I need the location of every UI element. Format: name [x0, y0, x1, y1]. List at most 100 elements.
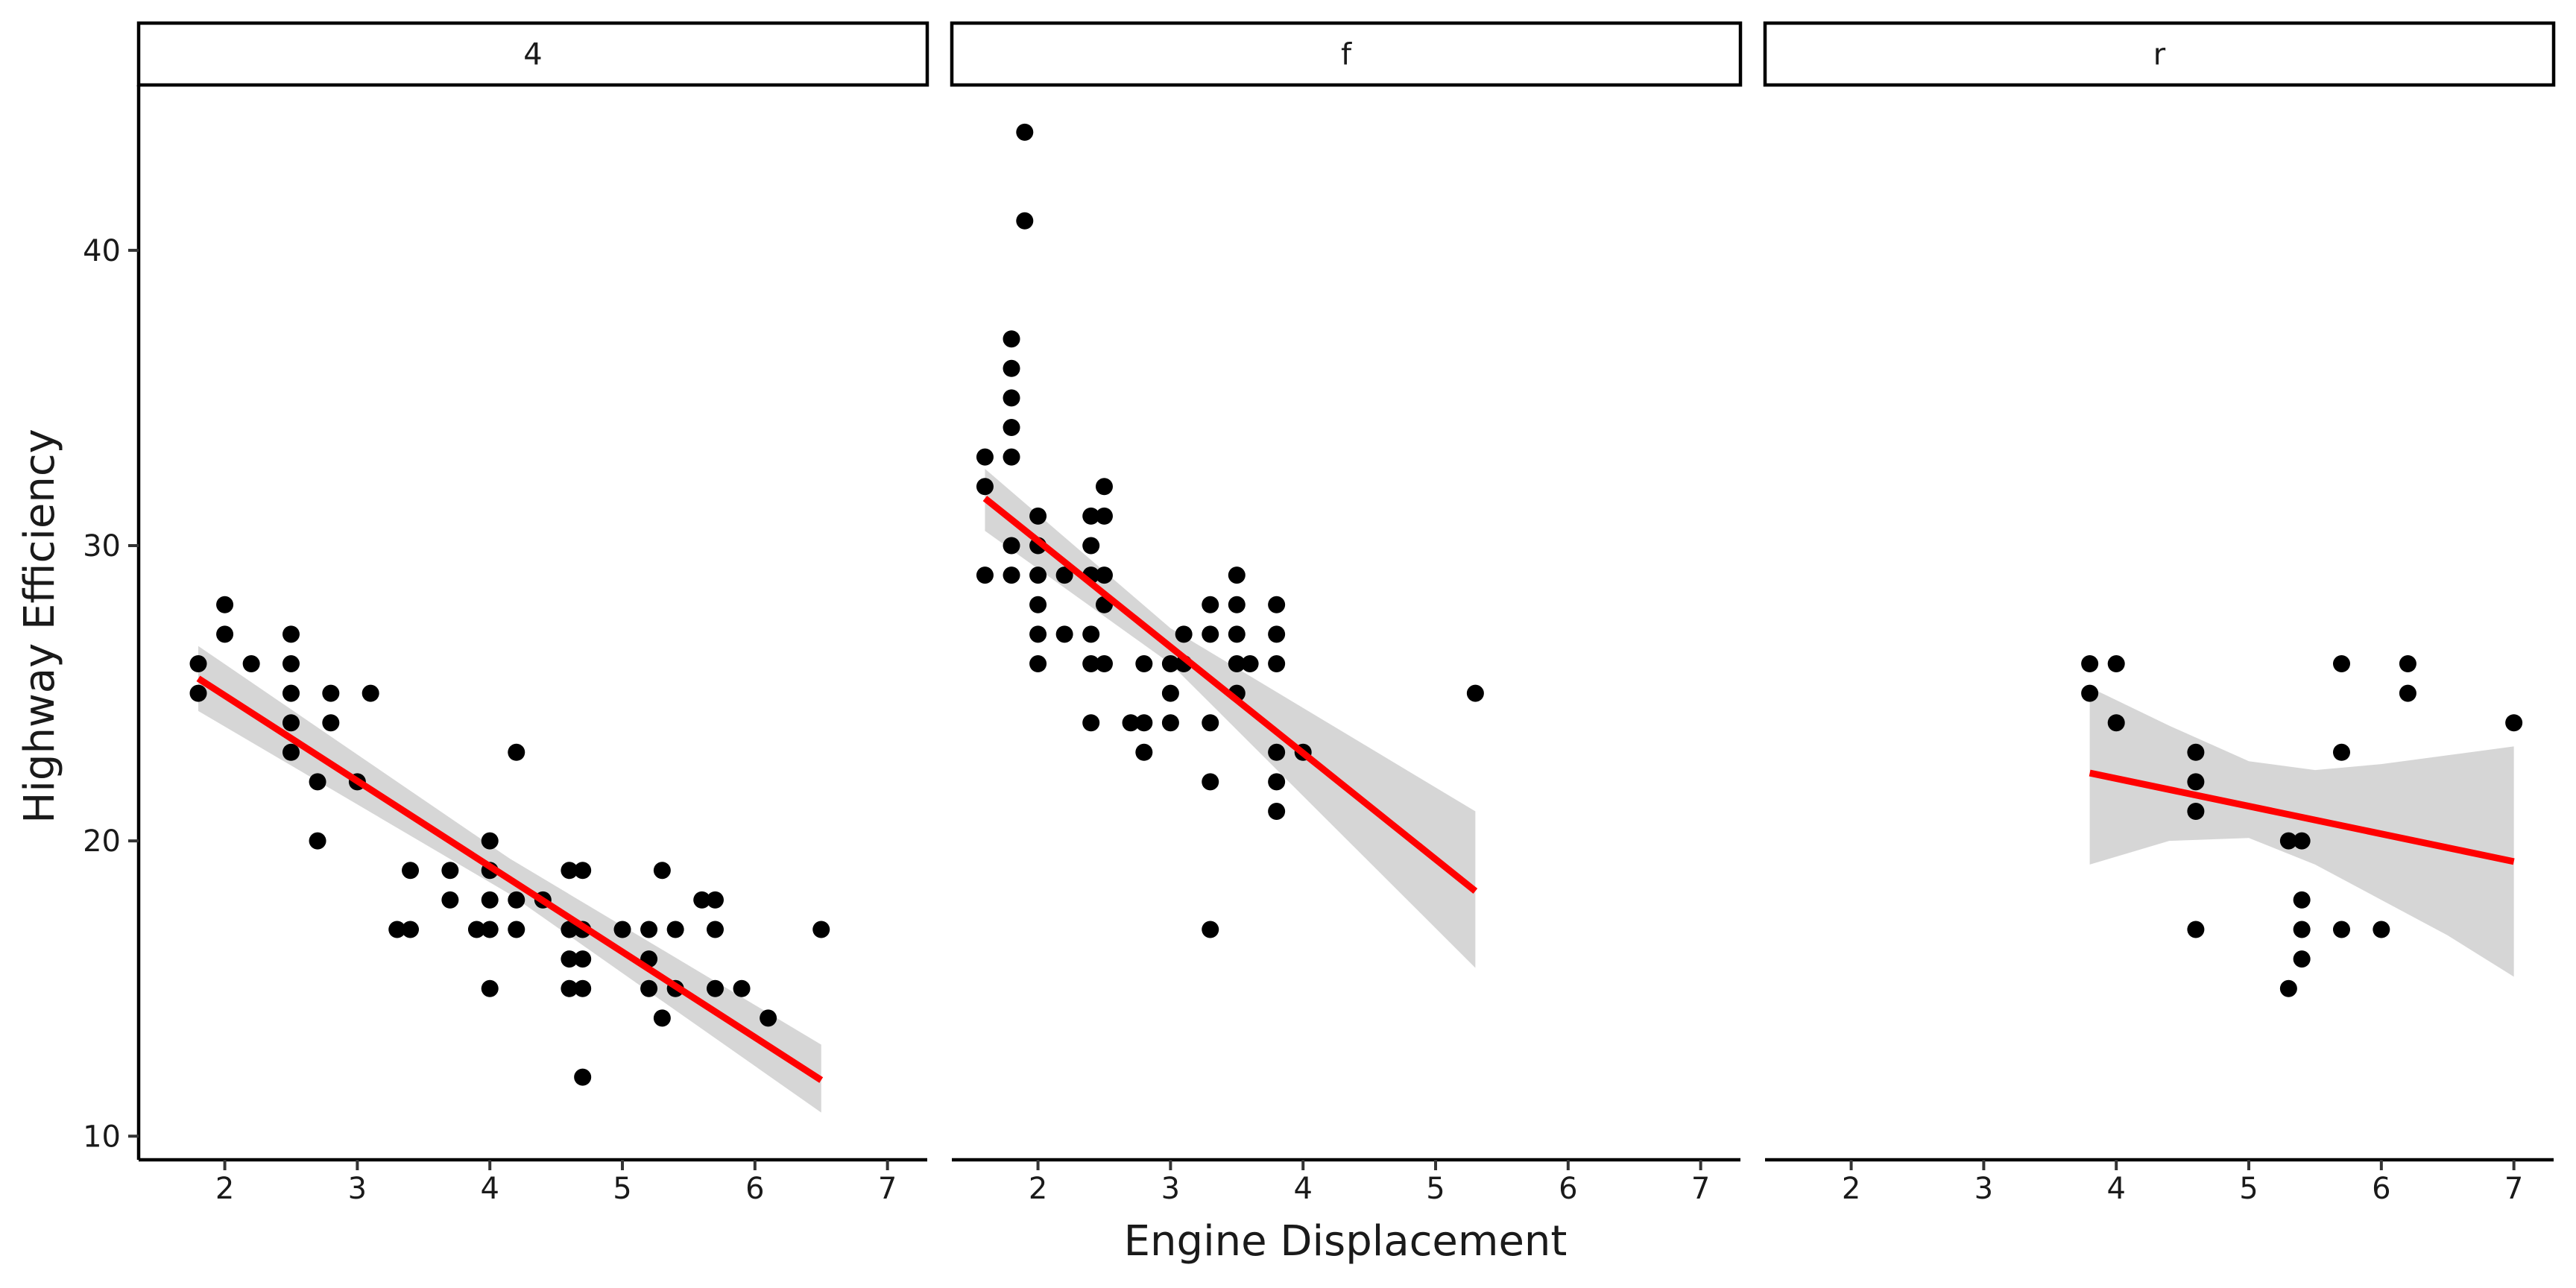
y-tick-label: 40 — [83, 234, 121, 268]
data-point — [2293, 891, 2311, 909]
x-tick-label: 7 — [1691, 1172, 1710, 1206]
data-point — [561, 979, 578, 997]
data-point — [1241, 654, 1259, 672]
regression-line — [196, 675, 824, 1083]
x-tick-label: 3 — [1161, 1172, 1180, 1206]
data-point — [2399, 684, 2416, 702]
data-point — [640, 921, 658, 938]
data-point — [467, 921, 485, 938]
x-tick-label: 5 — [1426, 1172, 1445, 1206]
data-point — [1135, 714, 1153, 732]
data-point — [362, 684, 379, 702]
data-point — [1268, 654, 1286, 672]
data-point — [1095, 478, 1113, 496]
data-point — [1228, 596, 1246, 613]
data-point — [2279, 979, 2297, 997]
data-point — [1268, 773, 1286, 791]
data-point — [1268, 743, 1286, 761]
data-point — [2081, 684, 2099, 702]
data-point — [1003, 419, 1020, 437]
facet-strip — [136, 21, 929, 87]
x-tick-label: 7 — [2504, 1172, 2523, 1206]
data-point — [508, 891, 525, 909]
data-point — [1016, 123, 1034, 141]
x-tick-label: 3 — [1974, 1172, 1993, 1206]
data-point — [1228, 566, 1246, 584]
confidence-band — [985, 469, 1476, 968]
x-tick-label: 3 — [348, 1172, 367, 1206]
data-point — [441, 862, 459, 880]
data-point — [2505, 714, 2523, 732]
data-point — [1161, 714, 1179, 732]
data-point — [242, 654, 260, 672]
data-point — [2293, 950, 2311, 968]
x-tick-label: 7 — [878, 1172, 897, 1206]
data-point — [1029, 507, 1047, 525]
data-point — [976, 478, 994, 496]
data-point — [1268, 803, 1286, 821]
x-tick-label: 6 — [745, 1172, 764, 1206]
data-point — [1268, 625, 1286, 643]
x-tick-label: 6 — [2372, 1172, 2390, 1206]
data-point — [1202, 625, 1219, 643]
data-point — [216, 625, 234, 643]
x-tick-label: 4 — [480, 1172, 499, 1206]
data-point — [189, 684, 207, 702]
data-point — [1202, 714, 1219, 732]
data-point — [388, 921, 406, 938]
y-tick-label: 10 — [83, 1120, 121, 1154]
data-point — [613, 921, 631, 938]
data-point — [1095, 507, 1113, 525]
regression-line — [982, 496, 1478, 894]
data-point — [1228, 625, 1246, 643]
x-tick-label: 5 — [2239, 1172, 2258, 1206]
data-point — [2332, 743, 2350, 761]
data-point — [2187, 773, 2205, 791]
facet-panels: 4 2 3 4 5 6 7 10 20 30 40 f 2 3 4 5 6 7 r 2 3 4 5 6 7 — [83, 21, 2556, 1206]
data-point — [282, 684, 300, 702]
data-point — [1095, 654, 1113, 672]
data-point — [1202, 596, 1219, 613]
x-tick-label: 5 — [613, 1172, 631, 1206]
data-point — [2293, 921, 2311, 938]
data-point — [574, 979, 592, 997]
data-point — [561, 862, 578, 880]
data-point — [640, 979, 658, 997]
data-point — [1003, 389, 1020, 407]
data-point — [561, 921, 578, 938]
data-point — [653, 1009, 671, 1027]
data-point — [1135, 654, 1153, 672]
data-point — [1135, 743, 1153, 761]
data-point — [309, 773, 326, 791]
data-point — [1029, 596, 1047, 613]
data-point — [666, 921, 684, 938]
data-point — [1268, 596, 1286, 613]
data-point — [282, 625, 300, 643]
data-point — [653, 862, 671, 880]
data-point — [976, 448, 994, 466]
data-point — [2373, 921, 2390, 938]
data-point — [733, 979, 751, 997]
data-point — [1003, 359, 1020, 377]
facet-strip-label: r — [2153, 38, 2166, 72]
data-point — [2107, 654, 2125, 672]
data-point — [2293, 832, 2311, 850]
data-point — [812, 921, 830, 938]
data-point — [1003, 330, 1020, 348]
data-point — [1029, 566, 1047, 584]
data-point — [693, 891, 711, 909]
y-tick-label: 20 — [83, 824, 121, 859]
data-point — [561, 950, 578, 968]
data-point — [1466, 684, 1484, 702]
x-tick-label: 4 — [2106, 1172, 2125, 1206]
x-tick-label: 2 — [1029, 1172, 1047, 1206]
data-point — [2279, 832, 2297, 850]
facet-strip — [1763, 21, 2556, 87]
data-point — [1122, 714, 1140, 732]
data-point — [402, 862, 420, 880]
data-point — [1161, 654, 1179, 672]
facet-strip-label: 4 — [523, 38, 542, 72]
x-tick-label: 6 — [1559, 1172, 1577, 1206]
data-point — [481, 979, 499, 997]
